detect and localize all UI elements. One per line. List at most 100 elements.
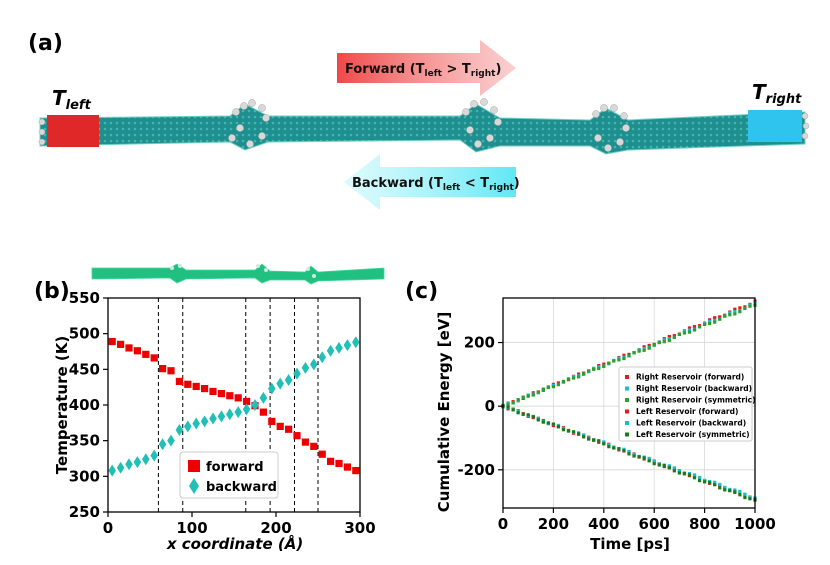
forward-arrow-label: Forward (Tleft > Tright): [345, 62, 501, 79]
energy-point: [597, 439, 601, 443]
energy-point: [622, 353, 626, 357]
energy-point: [647, 343, 651, 348]
forward-point: [243, 397, 251, 406]
energy-point: [632, 351, 636, 355]
plot-c: 0 200 400 600 800 1000 -200 0 200 Right Reservoir…: [457, 297, 776, 533]
backward-point: [150, 449, 158, 462]
energy-point: [577, 372, 581, 376]
forward-point: [150, 354, 158, 362]
energy-point: [733, 490, 737, 494]
energy-point: [733, 312, 737, 316]
backward-point: [217, 410, 226, 423]
energy-point: [627, 449, 631, 454]
y-tick-label: -200: [457, 461, 495, 479]
energy-point: [713, 480, 717, 484]
t-right-label: Tright: [752, 80, 802, 107]
energy-point: [718, 315, 722, 319]
energy-point: [602, 364, 606, 369]
backward-point: [326, 344, 335, 357]
backward-point: [108, 464, 116, 477]
energy-point: [556, 425, 561, 429]
plot-b-ylabel: Temperature (K): [53, 336, 71, 474]
energy-point: [531, 393, 535, 397]
energy-point: [582, 435, 586, 439]
panel-b-label: (b): [34, 279, 70, 304]
forward-point: [201, 384, 209, 393]
plot-b-xlabel: x coordinate (Å): [166, 534, 303, 553]
legend-c-label: Right Reservoir (backward): [636, 384, 752, 393]
energy-point: [577, 432, 581, 436]
energy-point: [647, 346, 651, 350]
energy-point: [607, 361, 611, 365]
y-tick-label: 400: [69, 396, 100, 414]
energy-point: [708, 321, 712, 326]
legend-c-marker: [625, 375, 629, 379]
legend-c-label: Left Reservoir (backward): [636, 419, 746, 428]
energy-point: [647, 456, 651, 461]
energy-point: [566, 429, 571, 433]
energy-point: [541, 387, 545, 391]
forward-point: [226, 392, 234, 400]
backward-point: [142, 453, 150, 466]
energy-point: [677, 332, 681, 337]
energy-point: [612, 359, 616, 363]
energy-point: [592, 438, 596, 442]
y-tick-label: 200: [464, 334, 495, 352]
energy-point: [652, 462, 656, 466]
legend-c-label: Right Reservoir (forward): [636, 373, 744, 382]
energy-point: [597, 366, 601, 371]
x-tick-label: 300: [344, 519, 375, 537]
legend-b-label: forward: [206, 460, 264, 475]
x-tick-label: 0: [498, 515, 508, 533]
y-tick-label: 450: [69, 360, 100, 378]
backward-point: [116, 461, 125, 474]
energy-point: [713, 318, 717, 323]
energy-point: [571, 430, 576, 434]
backward-point: [301, 361, 310, 374]
energy-point: [647, 459, 651, 463]
energy-point: [682, 472, 687, 476]
forward-point: [335, 459, 343, 468]
energy-point: [521, 412, 525, 416]
energy-point: [667, 466, 671, 470]
forward-point: [259, 408, 267, 416]
backward-point: [200, 415, 209, 428]
backward-point: [184, 420, 192, 433]
energy-point: [733, 307, 737, 311]
panel-c: (c) 0 200 400 600 800 1000 -200 0 200 Right Reser…: [405, 279, 776, 553]
y-tick-label: 550: [69, 289, 100, 307]
legend-c-label: Left Reservoir (forward): [636, 407, 738, 416]
forward-point: [343, 463, 351, 471]
energy-point: [556, 383, 561, 387]
forward-point: [285, 425, 293, 433]
panel-a-label: (a): [28, 31, 63, 56]
energy-point: [536, 390, 540, 394]
y-tick-label: 350: [69, 432, 100, 450]
energy-point: [667, 464, 671, 468]
energy-point: [743, 492, 747, 496]
energy-point: [627, 354, 631, 358]
x-tick-label: 200: [260, 519, 291, 537]
energy-point: [708, 319, 712, 323]
energy-point: [733, 488, 737, 492]
backward-point: [167, 434, 175, 447]
legend-b: [179, 451, 279, 499]
y-tick-label: 300: [69, 467, 100, 485]
energy-point: [521, 395, 525, 399]
energy-point: [703, 480, 707, 484]
energy-point: [511, 401, 515, 405]
x-tick-label: 800: [689, 515, 720, 533]
energy-point: [582, 372, 586, 376]
mini-nanotube: [91, 263, 385, 285]
backward-point: [133, 456, 142, 469]
energy-point: [632, 454, 636, 458]
plot-c-ylabel: Cumulative Energy [eV]: [435, 312, 453, 512]
forward-point: [184, 380, 192, 388]
forward-point: [159, 365, 167, 373]
forward-point: [310, 442, 318, 450]
energy-point: [531, 415, 535, 419]
energy-point: [692, 473, 697, 477]
energy-point: [687, 330, 692, 334]
backward-point: [352, 336, 360, 349]
energy-point: [657, 340, 661, 345]
